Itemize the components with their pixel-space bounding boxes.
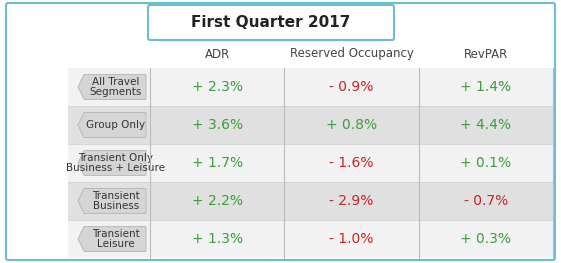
Text: First Quarter 2017: First Quarter 2017 [191,15,351,30]
Text: + 4.4%: + 4.4% [461,118,511,132]
Polygon shape [78,75,146,99]
Bar [68,182,150,220]
Bar [68,106,150,144]
Text: + 1.4%: + 1.4% [460,80,512,94]
Text: + 0.8%: + 0.8% [326,118,377,132]
Bar [150,68,553,106]
FancyBboxPatch shape [148,5,394,40]
Text: - 0.7%: - 0.7% [464,194,508,208]
FancyBboxPatch shape [6,3,555,260]
Bar [150,106,553,144]
Text: - 1.6%: - 1.6% [329,156,374,170]
Text: - 1.0%: - 1.0% [329,232,374,246]
Bar [150,182,553,220]
Text: All Travel
Segments: All Travel Segments [90,77,142,97]
Text: ADR: ADR [205,48,230,60]
Text: + 1.7%: + 1.7% [192,156,243,170]
Polygon shape [78,189,146,213]
Text: Transient
Business: Transient Business [92,191,140,211]
Polygon shape [78,113,146,137]
Text: Transient
Leisure: Transient Leisure [92,229,140,249]
Text: - 0.9%: - 0.9% [329,80,374,94]
Text: + 1.3%: + 1.3% [192,232,243,246]
Text: Transient Only
Business + Leisure: Transient Only Business + Leisure [67,153,165,173]
Text: + 3.6%: + 3.6% [192,118,243,132]
Bar [68,220,150,258]
Text: + 0.1%: + 0.1% [460,156,512,170]
Text: + 2.3%: + 2.3% [192,80,243,94]
Text: + 2.2%: + 2.2% [192,194,243,208]
Text: RevPAR: RevPAR [464,48,508,60]
Text: Reserved Occupancy: Reserved Occupancy [289,48,413,60]
Bar [150,220,553,258]
Polygon shape [78,151,146,175]
Text: - 2.9%: - 2.9% [329,194,374,208]
Text: + 0.3%: + 0.3% [461,232,511,246]
Bar [68,68,150,106]
Bar [68,144,150,182]
Bar [150,144,553,182]
Polygon shape [78,227,146,251]
Text: Group Only: Group Only [86,120,145,130]
